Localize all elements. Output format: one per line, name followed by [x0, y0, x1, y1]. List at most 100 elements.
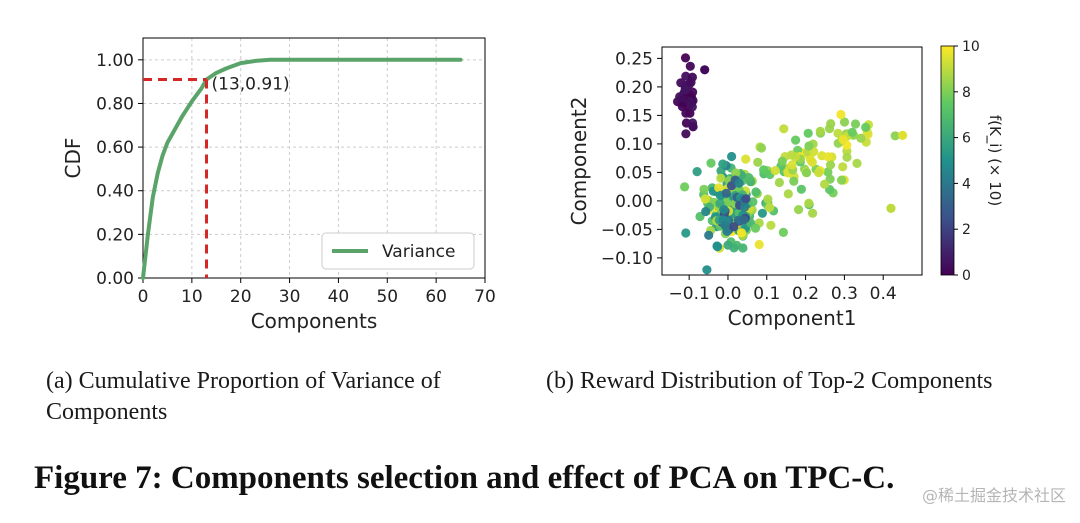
scatter-point: [719, 204, 729, 215]
scatter-point: [786, 150, 797, 160]
scatter-point: [801, 168, 812, 178]
colorbar: [940, 45, 955, 276]
x-tick-label: 30: [279, 287, 301, 307]
scatter-point: [814, 168, 824, 178]
scatter-point: [783, 189, 793, 199]
scatter-point: [688, 122, 698, 132]
scatter-point: [763, 194, 773, 204]
scatter-point: [680, 182, 690, 192]
y-tick-label: −0.10: [601, 249, 653, 269]
x-tick-label: 0.0: [714, 284, 741, 304]
scatter-point: [847, 127, 857, 137]
x-tick-label: 10: [181, 287, 203, 307]
scatter-point: [808, 208, 818, 218]
y-tick-label: 0.15: [615, 106, 653, 126]
scatter-point: [702, 265, 712, 275]
scatter-point: [770, 166, 780, 176]
scatter-point: [731, 168, 741, 178]
scatter-point: [714, 183, 724, 193]
x-tick-label: 40: [328, 287, 350, 307]
scatter-point: [721, 188, 731, 198]
x-tick-label: −0.1: [669, 284, 710, 304]
scatter-point: [838, 135, 848, 145]
scatter-point: [838, 162, 848, 172]
scatter-point: [739, 202, 750, 212]
scatter-point: [699, 184, 709, 194]
y-tick-label: 0.25: [615, 49, 653, 69]
scatter-point: [787, 160, 797, 170]
scatter-point: [748, 197, 758, 207]
colorbar-tick-label: 6: [962, 131, 971, 147]
scatter-point: [681, 108, 691, 118]
scatter-point: [729, 222, 739, 232]
x-tick-label: 60: [425, 287, 447, 307]
scatter-point: [727, 151, 737, 162]
scatter-point: [718, 159, 728, 169]
scatter-point: [852, 158, 862, 168]
scatter-point: [756, 143, 767, 153]
plot-frame-b: [661, 46, 923, 276]
scatter-point: [765, 202, 775, 213]
x-tick-label: 0: [138, 287, 149, 307]
scatter-point: [856, 133, 866, 143]
scatter-point: [744, 173, 754, 183]
scatter-point: [737, 228, 747, 238]
colorbar-tick-label: 0: [962, 268, 971, 284]
scatter-point: [815, 126, 825, 136]
y-tick-label: 0.20: [615, 78, 653, 98]
scatter-point: [701, 206, 711, 217]
scatter-point: [823, 167, 833, 177]
subcaption-b: (b) Reward Distribution of Top-2 Compone…: [546, 368, 993, 394]
scatter-point: [766, 220, 776, 230]
scatter-point: [850, 119, 861, 129]
scatter-point: [700, 65, 710, 75]
scatter-point: [753, 157, 763, 167]
scatter-point: [751, 187, 761, 197]
y-tick-label: 0.10: [615, 135, 653, 155]
figure-canvas: 0 10 20 30 40 50 60 700.000.200.400.600.801.00(…: [61, 37, 1004, 333]
scatter-point: [778, 227, 789, 237]
scatter-point: [824, 124, 835, 134]
scatter-point: [833, 128, 843, 138]
y-tick-label: 1.00: [96, 51, 134, 71]
scatter-point: [890, 131, 900, 141]
scatter-point: [704, 230, 714, 240]
scatter-point: [823, 152, 833, 162]
scatter-point: [820, 179, 830, 189]
scatter-point: [716, 173, 726, 183]
scatter-point: [739, 215, 749, 225]
scatter-point: [779, 124, 789, 134]
scatter-point: [741, 154, 751, 164]
x-tick-label: 70: [474, 287, 496, 307]
watermark-text: @稀土掘金技术社区: [921, 486, 1066, 505]
scatter-point: [836, 109, 846, 120]
scatter-point: [837, 175, 847, 185]
scatter-point: [757, 208, 768, 218]
scatter-point: [700, 194, 710, 204]
colorbar-label: f(K_i) (× 10): [985, 115, 1004, 206]
scatter-point: [807, 157, 817, 167]
y-tick-label: 0.05: [615, 163, 653, 183]
scatter-point: [712, 242, 723, 252]
scatter-point: [794, 205, 804, 215]
y-axis-label-a: CDF: [61, 138, 85, 179]
scatter-point: [774, 177, 785, 188]
colorbar-tick-label: 2: [962, 222, 971, 238]
scatter-point: [777, 156, 787, 166]
y-tick-label: 0.00: [96, 269, 134, 289]
x-tick-label: 0.4: [870, 284, 897, 304]
scatter-point: [738, 243, 748, 253]
scatter-point: [791, 135, 801, 145]
x-axis-label-b: Component1: [728, 306, 857, 330]
scatter-point: [686, 77, 696, 87]
figure-caption: Figure 7: Components selection and effec…: [34, 460, 895, 496]
scatter-point: [687, 102, 697, 112]
y-tick-label: 0.20: [96, 225, 134, 245]
x-tick-label: 0.3: [831, 284, 858, 304]
x-tick-label: 0.1: [753, 284, 780, 304]
scatter-point: [789, 176, 799, 186]
scatter-point: [723, 240, 733, 250]
scatter-point: [804, 198, 814, 208]
scatter-point: [825, 160, 836, 170]
legend-label-variance: Variance: [382, 242, 455, 262]
